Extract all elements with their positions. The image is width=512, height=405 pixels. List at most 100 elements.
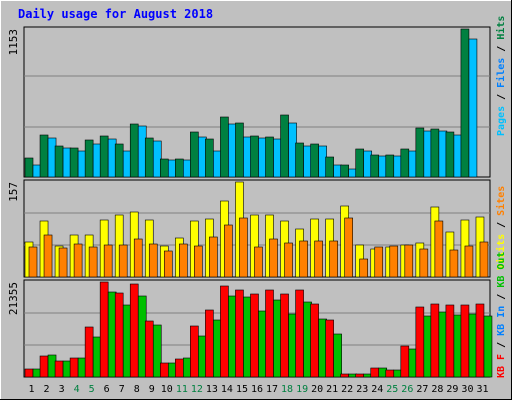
- bar-daily-kbytes-kb-f-day-8: [129, 283, 139, 378]
- bar-daily-kbytes-kb-f-day-16: [250, 293, 259, 378]
- bar-daily-hits-pages-day-30: [468, 38, 478, 178]
- legend-hits-entry: Files: [495, 58, 507, 88]
- bar-daily-visits-sites-day-28: [434, 220, 444, 278]
- bar-daily-hits-hits-day-21: [325, 156, 334, 178]
- x-axis-day-label: 18: [281, 384, 293, 395]
- legend-kbytes-entry: KB Out: [496, 252, 507, 288]
- bar-daily-hits-hits-day-25: [385, 154, 395, 178]
- x-axis-day-label: 25: [386, 384, 398, 395]
- x-axis-day-label: 22: [341, 384, 353, 395]
- bar-daily-kbytes-kb-f-day-14: [220, 285, 229, 378]
- bar-daily-hits-hits-day-17: [265, 136, 274, 178]
- bar-daily-hits-hits-day-24: [370, 154, 380, 178]
- bar-daily-hits-hits-day-11: [175, 158, 184, 178]
- bar-daily-kbytes-kb-f-day-31: [475, 303, 485, 378]
- bar-daily-kbytes-kb-f-day-24: [370, 367, 380, 378]
- x-axis-day-label: 26: [401, 384, 413, 395]
- bar-daily-kbytes-kb-f-day-7: [114, 292, 124, 378]
- bar-daily-hits-hits-day-22: [340, 164, 349, 178]
- x-axis-day-label: 7: [119, 384, 125, 395]
- bar-daily-kbytes-kb-out-day-31: [483, 315, 493, 378]
- bar-daily-hits-hits-day-30: [460, 28, 470, 178]
- chart-title: Daily usage for August 2018: [18, 7, 213, 21]
- bar-daily-visits-sites-day-11: [179, 243, 188, 278]
- x-axis-day-label: 14: [221, 384, 233, 395]
- bar-daily-hits-hits-day-6: [99, 135, 109, 178]
- bar-daily-kbytes-kb-f-day-25: [385, 369, 395, 378]
- bar-daily-visits-sites-day-4: [73, 243, 83, 278]
- x-axis-day-label: 1: [29, 384, 35, 395]
- x-axis-day-label: 17: [266, 384, 278, 395]
- bar-daily-hits-hits-day-15: [235, 122, 244, 178]
- y-axis-max-label: 157: [7, 182, 20, 202]
- bar-daily-visits-sites-day-7: [118, 244, 128, 278]
- legend-kbytes-separator: /: [496, 288, 507, 306]
- bar-daily-visits-sites-day-6: [103, 244, 113, 278]
- bar-daily-kbytes-kb-f-day-19: [295, 289, 304, 378]
- bar-daily-visits-sites-day-18: [284, 242, 293, 278]
- bar-daily-kbytes-kb-f-day-17: [265, 289, 274, 378]
- bar-daily-visits-sites-day-14: [224, 224, 233, 278]
- bar-daily-visits-sites-day-21: [329, 240, 338, 278]
- bar-daily-kbytes-kb-f-day-6: [99, 281, 109, 378]
- x-axis-day-label: 5: [89, 384, 95, 395]
- bar-daily-kbytes-kb-out-day-9: [152, 324, 162, 378]
- bar-daily-hits-hits-day-10: [159, 158, 169, 178]
- x-axis-day-label: 16: [251, 384, 263, 395]
- bar-daily-visits-sites-day-24: [374, 246, 384, 278]
- x-axis-day-label: 20: [311, 384, 323, 395]
- bar-daily-kbytes-kb-f-day-4: [69, 357, 79, 378]
- x-axis-day-label: 21: [326, 384, 338, 395]
- bar-daily-kbytes-kb-f-day-18: [280, 293, 289, 378]
- bar-daily-kbytes-kb-f-day-5: [84, 326, 94, 378]
- bar-daily-visits-sites-day-22: [344, 217, 353, 278]
- bar-daily-kbytes-kb-f-day-3: [54, 360, 64, 378]
- bar-daily-hits-hits-day-3: [54, 145, 64, 178]
- bar-daily-kbytes-kb-f-day-13: [205, 309, 214, 378]
- bar-daily-hits-hits-day-1: [24, 157, 34, 178]
- bar-daily-hits-hits-day-8: [129, 123, 139, 178]
- bar-daily-kbytes-kb-f-day-1: [24, 368, 34, 378]
- bar-daily-visits-sites-day-13: [209, 236, 218, 278]
- bar-daily-kbytes-kb-f-day-29: [445, 304, 455, 378]
- bar-daily-hits-hits-day-20: [310, 143, 319, 178]
- x-axis-day-label: 15: [236, 384, 248, 395]
- bar-daily-hits-hits-day-18: [280, 114, 289, 178]
- legend-hits-separator: /: [496, 88, 507, 106]
- bar-daily-visits-sites-day-31: [479, 241, 489, 278]
- bar-daily-visits-sites-day-15: [239, 217, 248, 278]
- x-axis-day-label: 30: [461, 384, 473, 395]
- bar-daily-visits-sites-day-12: [194, 245, 203, 278]
- bar-daily-hits-hits-day-2: [39, 134, 49, 178]
- bar-daily-hits-hits-day-16: [250, 135, 259, 178]
- legend-visits: Visits / Sites: [495, 186, 507, 270]
- x-axis-day-label: 29: [446, 384, 458, 395]
- legend-hits-entry: Pages: [496, 106, 507, 136]
- bar-daily-hits-hits-day-13: [205, 138, 214, 178]
- x-axis-day-label: 23: [356, 384, 368, 395]
- legend-visits-entry: Sites: [495, 186, 507, 216]
- legend-kbytes: KB F / KB In / KB Out: [496, 252, 507, 378]
- x-axis-day-label: 2: [44, 384, 50, 395]
- bar-daily-visits-sites-day-1: [28, 246, 38, 278]
- bar-daily-visits-sites-day-19: [299, 240, 308, 278]
- bar-daily-kbytes-kb-f-day-28: [430, 303, 440, 378]
- bar-daily-visits-sites-day-3: [58, 247, 68, 278]
- bar-daily-kbytes-kb-f-day-26: [400, 345, 410, 378]
- bar-daily-visits-sites-day-26: [404, 244, 414, 278]
- bar-daily-visits-sites-day-8: [133, 238, 143, 278]
- x-axis-day-label: 9: [149, 384, 155, 395]
- legend-hits: Pages / Files / Hits: [495, 16, 507, 136]
- x-axis-day-label: 6: [104, 384, 110, 395]
- legend-visits-entry: Visits: [495, 234, 507, 270]
- bar-daily-kbytes-kb-f-day-20: [310, 303, 319, 378]
- bar-daily-kbytes-kb-f-day-12: [190, 325, 199, 378]
- bar-daily-kbytes-kb-f-day-27: [415, 306, 425, 378]
- bar-daily-kbytes-kb-f-day-23: [355, 373, 365, 378]
- bar-daily-visits-sites-day-5: [88, 246, 98, 278]
- bar-daily-kbytes-kb-f-day-11: [175, 358, 184, 378]
- bar-daily-kbytes-kb-f-day-30: [460, 304, 470, 378]
- bar-daily-visits-sites-day-25: [389, 245, 399, 278]
- legend-visits-separator: /: [496, 216, 507, 234]
